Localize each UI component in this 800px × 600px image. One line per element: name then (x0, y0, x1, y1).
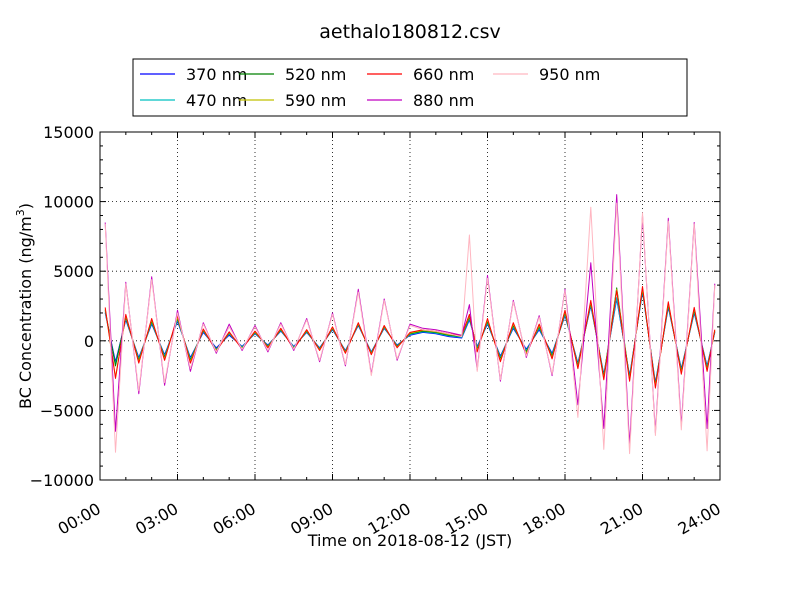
y-axis-title-superscript: 3 (14, 209, 27, 216)
y-axis-title: BC Concentration (ng/m3) (14, 203, 35, 409)
y-tick-label: 0 (84, 332, 94, 351)
y-tick-labels: 15000 10000 5000 0 −5000 −10000 (30, 123, 94, 490)
y-tick-label: 5000 (53, 262, 94, 281)
legend-label: 590 nm (285, 91, 346, 110)
y-tick-label: 10000 (43, 193, 94, 212)
legend: 370 nm 470 nm 520 nm 590 nm 660 nm 880 nm 950 … (132, 58, 688, 117)
series-line-660-nm (104, 286, 716, 389)
chart-title: aethalo180812.csv (319, 21, 501, 43)
axis-ticks (99, 131, 721, 481)
legend-label: 660 nm (413, 65, 474, 84)
legend-entries: 370 nm 470 nm 520 nm 590 nm 660 nm 880 nm 950 … (140, 65, 600, 110)
y-axis-title-close: ) (16, 203, 35, 209)
y-tick-label: −10000 (30, 471, 94, 490)
y-axis-title-main: BC Concentration (ng/m (16, 216, 35, 409)
x-axis-title: Time on 2018-08-12 (JST) (307, 531, 512, 550)
legend-label: 950 nm (539, 65, 600, 84)
y-tick-label: −5000 (40, 401, 94, 420)
legend-box (132, 58, 688, 117)
series-lines (104, 194, 716, 455)
legend-label: 880 nm (413, 91, 474, 110)
legend-label: 520 nm (285, 65, 346, 84)
y-tick-label: 15000 (43, 123, 94, 142)
series-line-950-nm (104, 202, 716, 455)
legend-label: 370 nm (186, 65, 247, 84)
legend-label: 470 nm (186, 91, 247, 110)
